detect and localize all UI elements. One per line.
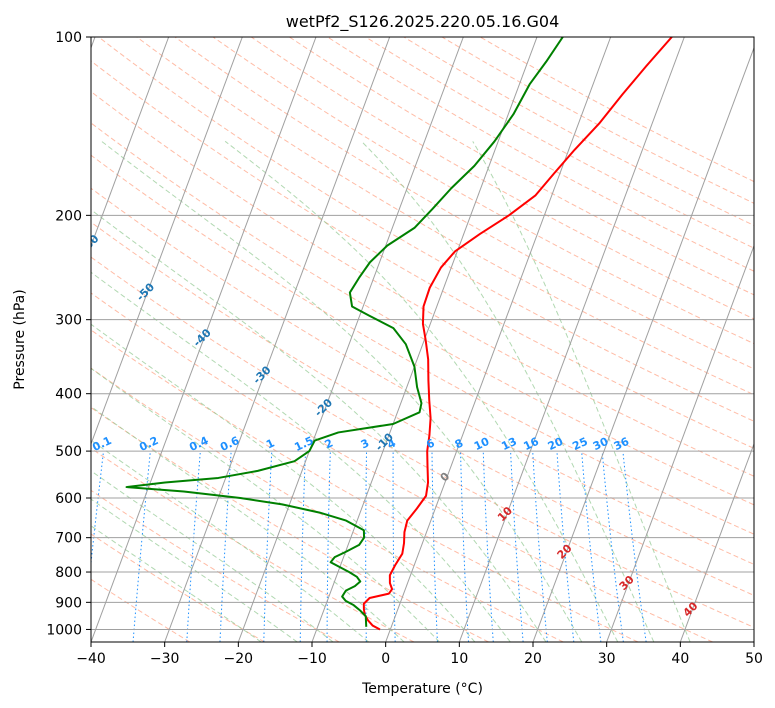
- x-tick-label: −20: [224, 651, 254, 667]
- y-tick-label: 200: [55, 208, 82, 224]
- dry-adiabat-line: [91, 256, 754, 628]
- dry-adiabat-line: [91, 221, 754, 596]
- y-tick-label: 900: [55, 595, 82, 611]
- y-axis-label: Pressure (hPa): [12, 289, 28, 389]
- background-lines: [91, 37, 754, 642]
- x-tick-label: 20: [524, 651, 542, 667]
- y-tick-label: 400: [55, 387, 82, 403]
- isotherm-line: [458, 37, 685, 642]
- y-tick-label: 500: [55, 444, 82, 460]
- dry-adiabat-line: [91, 60, 754, 449]
- dry-adiabat-line: [91, 187, 754, 565]
- dry-adiabat-line: [91, 533, 265, 642]
- mixing-ratio-label: 36: [612, 435, 632, 453]
- dry-adiabat-line: [91, 122, 754, 506]
- y-tick-label: 100: [55, 30, 82, 46]
- x-tick-label: −40: [76, 651, 106, 667]
- profile-lines: [125, 37, 673, 631]
- dry-adiabat-line: [91, 329, 639, 642]
- x-tick-label: 50: [745, 651, 763, 667]
- mixing-ratio-line: [581, 451, 602, 642]
- dry-adiabat-line: [174, 37, 754, 370]
- isotherm-line: [91, 37, 170, 248]
- axes: −40 −30 −20 −10 0 10 20 30 40 50 100 200 300 400 500 60…: [46, 30, 763, 667]
- x-tick-label: 40: [671, 651, 689, 667]
- y-tick-label: 1000: [46, 622, 82, 638]
- mixing-ratio-line: [622, 451, 647, 642]
- isotherm-line: [532, 46, 754, 642]
- plot-frame: [90, 36, 755, 643]
- isotherm-line: [606, 244, 754, 642]
- mixing-ratio-label: 25: [570, 435, 589, 453]
- isotherm-line: [91, 37, 243, 446]
- isotherm-line: [91, 37, 317, 642]
- isotherm-label: -60: [78, 232, 101, 255]
- x-tick-label: 30: [598, 651, 616, 667]
- dry-adiabat-line: [91, 292, 713, 642]
- isotherm-line: [311, 37, 538, 642]
- temperature-profile-line: [362, 37, 673, 631]
- mixing-ratio-line: [91, 451, 105, 568]
- mixing-ratio-label: 16: [522, 435, 542, 453]
- dry-adiabat-line: [212, 37, 754, 345]
- dry-adiabat-line: [289, 37, 754, 296]
- mixing-ratio-line: [601, 451, 624, 642]
- x-axis-label: Temperature (°C): [361, 681, 483, 697]
- isotherm-line: [237, 37, 464, 642]
- x-tick-label: 10: [450, 651, 468, 667]
- dry-adiabat-line: [91, 90, 754, 477]
- dry-adiabat-line: [250, 37, 754, 320]
- isotherm-line: [679, 442, 754, 642]
- dewpoint-profile-line: [125, 37, 564, 627]
- y-tick-label: 600: [55, 491, 82, 507]
- dry-adiabat-line: [91, 406, 489, 642]
- x-tick-label: 0: [381, 651, 390, 667]
- mixing-ratio-label: 10: [472, 435, 492, 453]
- mixing-ratio-label: 13: [499, 435, 518, 453]
- isotherm-line: [385, 37, 612, 642]
- y-tick-label: 800: [55, 565, 82, 581]
- chart-title: wetPf2_S126.2025.220.05.16.G04: [286, 12, 560, 32]
- y-tick-label: 700: [55, 531, 82, 547]
- mixing-ratio-line: [556, 451, 575, 642]
- mixing-ratio-label: 30: [591, 435, 611, 453]
- y-tick-label: 300: [55, 313, 82, 329]
- x-tick-label: −30: [150, 651, 180, 667]
- mixing-ratio-line: [532, 451, 548, 642]
- x-tick-label: −10: [297, 651, 327, 667]
- isotherm-line: [164, 37, 391, 642]
- mixing-ratio-label: 20: [546, 435, 566, 453]
